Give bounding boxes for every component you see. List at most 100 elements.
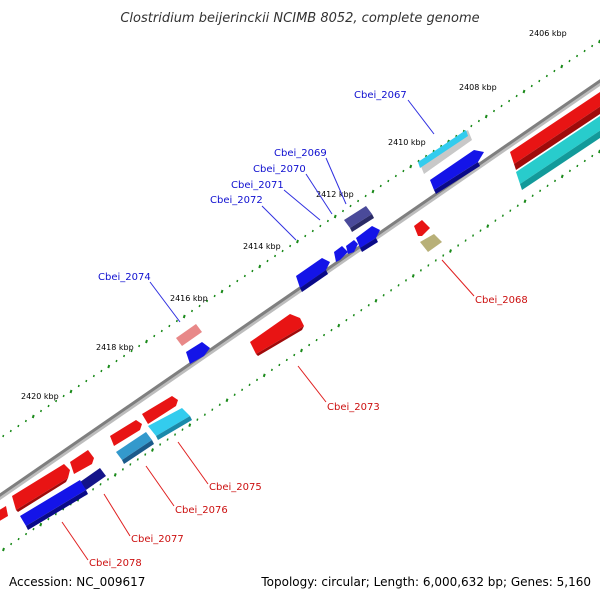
tick-mark: [411, 274, 415, 278]
tick-mark: [546, 184, 549, 188]
tick-mark: [168, 324, 171, 328]
tick-mark: [121, 468, 124, 471]
tick-mark: [449, 249, 452, 253]
tick-mark: [153, 334, 156, 338]
label-cbei-2068[interactable]: Cbei_2068: [475, 295, 528, 306]
tick-mark: [198, 304, 201, 308]
label-cbei-2073[interactable]: Cbei_2073: [327, 402, 380, 413]
tick-mark: [352, 313, 355, 317]
tick-mark: [47, 404, 50, 408]
tick-label-2410: 2410 kbp: [388, 138, 426, 147]
tick-mark: [315, 338, 318, 342]
gene-labels: Cbei_2067 Cbei_2069 Cbei_2070 Cbei_2071 …: [89, 90, 528, 569]
tick-mark: [10, 542, 13, 546]
tick-mark: [560, 64, 564, 69]
gene-cbei-2076[interactable]: [110, 420, 154, 464]
tick-mark: [500, 104, 503, 108]
gene-cbei-2078[interactable]: [0, 464, 88, 530]
gene-partial-right[interactable]: [510, 92, 600, 190]
tick-mark: [293, 353, 296, 357]
tick-mark: [2, 547, 5, 552]
tick-mark: [367, 304, 370, 307]
tick-label-2416: 2416 kbp: [170, 294, 208, 303]
label-cbei-2072[interactable]: Cbei_2072: [210, 195, 263, 206]
tick-mark: [501, 214, 504, 217]
tick-mark: [591, 154, 594, 158]
tick-mark: [360, 308, 363, 312]
label-cbei-2075[interactable]: Cbei_2075: [209, 482, 262, 493]
label-cbei-2076[interactable]: Cbei_2076: [175, 505, 228, 516]
tick-mark: [538, 79, 541, 83]
gene-cbei-2074[interactable]: [176, 324, 210, 364]
tick-mark: [591, 44, 594, 48]
tick-mark: [472, 234, 475, 237]
tick-mark: [24, 419, 27, 423]
gene-cbei-2072[interactable]: [334, 246, 348, 262]
label-cbei-2077[interactable]: Cbei_2077: [131, 534, 184, 545]
tick-mark: [262, 373, 266, 378]
genome-backbone: [0, 79, 600, 501]
tick-mark: [255, 378, 259, 382]
tick-mark: [523, 199, 527, 204]
tick-mark: [174, 433, 177, 436]
tick-mark: [333, 214, 337, 219]
tick-ring: [2, 39, 600, 552]
gene-cbei-2071[interactable]: [346, 240, 358, 254]
tick-label-2414: 2414 kbp: [243, 242, 281, 251]
gene-cbei-2077[interactable]: [70, 450, 106, 490]
tick-mark: [576, 164, 579, 168]
tick-mark: [213, 294, 216, 298]
tick-mark: [69, 389, 73, 394]
gene-cbei-2075[interactable]: [142, 396, 192, 440]
tick-mark: [203, 413, 206, 416]
tick-label-2406: 2406 kbp: [529, 29, 567, 38]
label-cbei-2071[interactable]: Cbei_2071: [231, 180, 284, 191]
tick-mark: [182, 314, 186, 319]
tick-mark: [136, 458, 139, 461]
tick-mark: [530, 84, 533, 88]
tick-mark: [218, 403, 221, 406]
tick-mark: [92, 488, 95, 491]
tick-mark: [553, 69, 556, 73]
label-cbei-2074[interactable]: Cbei_2074: [98, 272, 151, 283]
tick-mark: [508, 99, 511, 103]
tick-mark: [583, 49, 586, 53]
tick-mark: [364, 194, 367, 198]
tick-mark: [304, 234, 307, 238]
tick-mark: [106, 478, 110, 481]
label-cbei-2067[interactable]: Cbei_2067: [354, 90, 407, 101]
label-cbei-2070[interactable]: Cbei_2070: [253, 164, 306, 175]
tick-mark: [278, 363, 281, 367]
tick-mark: [92, 374, 95, 378]
tick-mark: [442, 254, 445, 257]
tick-mark: [300, 348, 303, 353]
tick-mark: [248, 383, 251, 387]
tick-mark: [236, 279, 239, 283]
tick-mark: [402, 169, 405, 173]
gene-cbei-2068[interactable]: [414, 220, 442, 252]
tick-mark: [323, 333, 326, 337]
gene-cbei-2067[interactable]: [418, 130, 484, 194]
tick-mark: [138, 344, 141, 348]
tick-mark: [432, 149, 435, 153]
tick-mark: [516, 204, 519, 207]
tick-mark: [409, 164, 413, 169]
tick-mark: [404, 279, 408, 282]
tick-mark: [258, 264, 262, 269]
label-cbei-2078[interactable]: Cbei_2078: [89, 558, 142, 569]
tick-mark: [77, 384, 80, 388]
tick-mark: [539, 189, 542, 193]
tick-mark: [225, 398, 229, 403]
tick-mark: [55, 399, 58, 403]
gene-cbei-2069[interactable]: [344, 206, 374, 232]
gene-cbei-2073[interactable]: [250, 314, 304, 356]
tick-mark: [62, 394, 65, 398]
accession-text: Accession: NC_009617: [9, 575, 145, 589]
tick-mark: [337, 323, 341, 328]
gene-cbei-2070[interactable]: [356, 226, 380, 252]
tick-mark: [233, 393, 236, 396]
tick-mark: [319, 224, 322, 228]
gene-unlabeled-blue[interactable]: [296, 258, 330, 292]
label-cbei-2069[interactable]: Cbei_2069: [274, 148, 327, 159]
tick-mark: [266, 259, 269, 263]
